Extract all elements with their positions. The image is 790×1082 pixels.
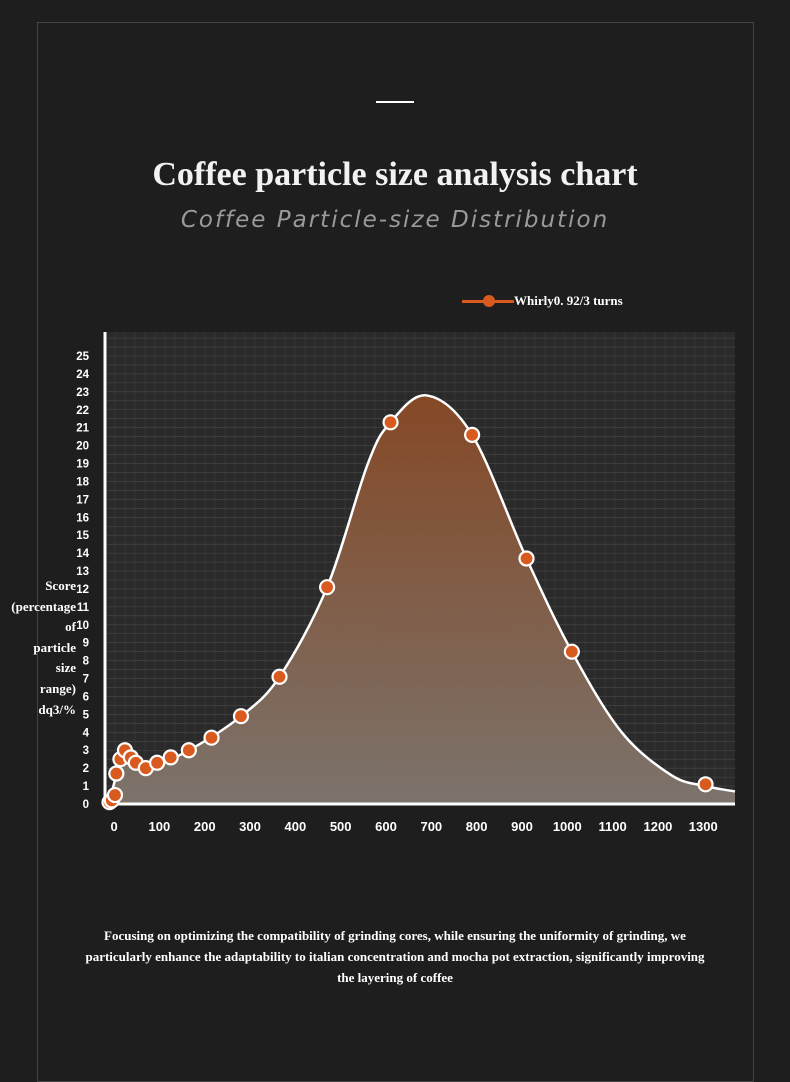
y-axis-label-line: of xyxy=(65,619,76,635)
y-axis-label-line: size xyxy=(55,660,76,676)
y-tick-label: 4 xyxy=(83,727,90,739)
chart-legend: Whirly0. 92/3 turns xyxy=(460,293,623,309)
area-fill xyxy=(109,395,736,804)
data-point xyxy=(318,579,336,596)
y-tick-label: 24 xyxy=(76,369,89,381)
y-tick-label: 16 xyxy=(76,512,89,524)
data-point xyxy=(563,643,580,660)
y-tick-label: 10 xyxy=(76,620,89,632)
legend-label: Whirly0. 92/3 turns xyxy=(514,293,623,308)
data-point xyxy=(106,786,124,804)
y-tick-label: 3 xyxy=(83,745,89,757)
y-tick-label: 11 xyxy=(77,602,90,614)
x-tick-label: 1300 xyxy=(689,819,718,834)
y-tick-label: 22 xyxy=(76,405,89,417)
data-point xyxy=(271,668,288,685)
x-tick-label: 0 xyxy=(110,819,117,834)
chart-title: Coffee particle size analysis chart xyxy=(152,156,638,193)
legend-swatch-icon xyxy=(460,293,518,309)
y-tick-label: 6 xyxy=(83,691,89,703)
y-axis-label-line: dq3/% xyxy=(38,701,76,717)
data-point xyxy=(149,754,166,771)
x-tick-label: 300 xyxy=(239,819,261,834)
footer-description: Focusing on optimizing the compatibility… xyxy=(85,928,705,985)
y-tick-label: 9 xyxy=(83,638,89,650)
x-tick-label: 200 xyxy=(194,819,216,834)
x-tick-label: 800 xyxy=(466,819,488,834)
data-point xyxy=(162,749,179,766)
data-point xyxy=(464,426,481,443)
y-tick-label: 17 xyxy=(76,494,89,506)
y-tick-label: 2 xyxy=(83,763,89,775)
x-tick-label: 700 xyxy=(420,819,442,834)
y-tick-label: 0 xyxy=(83,799,89,811)
y-axis-label-line: Score xyxy=(45,578,76,593)
y-tick-label: 12 xyxy=(76,584,89,596)
y-tick-label: 25 xyxy=(76,351,89,363)
y-tick-label: 20 xyxy=(76,441,89,453)
y-tick-label: 13 xyxy=(76,566,89,578)
y-tick-label: 19 xyxy=(76,459,89,471)
x-tick-label: 400 xyxy=(285,819,307,834)
title-decoration-rule xyxy=(376,101,414,103)
chart-subtitle: Coffee Particle-size Distribution xyxy=(180,207,610,233)
data-point xyxy=(518,550,535,567)
y-tick-label: 8 xyxy=(83,656,90,668)
x-tick-label: 900 xyxy=(511,819,533,834)
x-tick-label: 100 xyxy=(149,819,171,834)
y-tick-label: 14 xyxy=(76,548,89,560)
y-tick-label: 7 xyxy=(83,674,89,686)
x-tick-label: 500 xyxy=(330,819,352,834)
data-point xyxy=(108,765,125,782)
x-tick-label: 1100 xyxy=(599,819,627,834)
y-axis-label: Score (percentage of particle size range… xyxy=(0,576,76,720)
x-tick-label: 600 xyxy=(375,819,397,834)
y-tick-label: 18 xyxy=(76,476,89,488)
y-tick-label: 5 xyxy=(83,709,90,721)
y-tick-label: 23 xyxy=(76,387,89,399)
y-tick-label: 15 xyxy=(76,530,89,542)
data-point xyxy=(382,414,399,431)
y-axis-label-line: range) xyxy=(39,680,76,696)
data-point xyxy=(697,776,714,793)
y-tick-label: 1 xyxy=(83,781,90,793)
data-point xyxy=(232,708,250,725)
legend-dot xyxy=(483,295,495,307)
x-tick-label: 1000 xyxy=(553,819,582,834)
y-tick-label: 21 xyxy=(76,423,89,435)
x-tick-label: 1200 xyxy=(643,819,672,834)
y-axis-label-line: (percentage xyxy=(11,598,76,614)
data-point xyxy=(180,742,197,759)
data-point xyxy=(203,729,220,746)
y-axis-label-line: particle xyxy=(33,639,76,655)
